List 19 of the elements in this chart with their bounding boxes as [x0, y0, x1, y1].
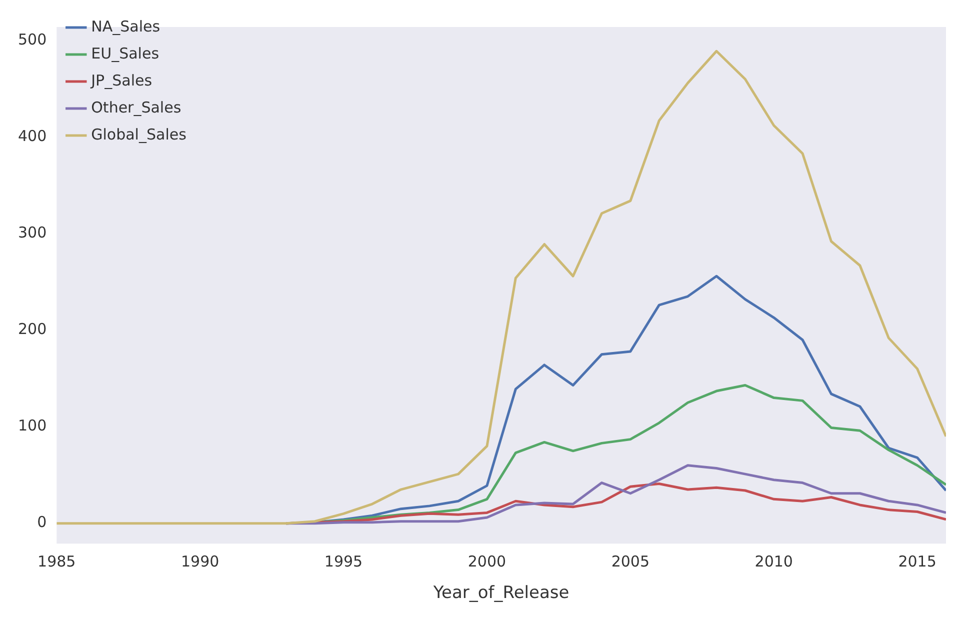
y-tick-label: 500 — [18, 30, 47, 48]
y-tick-label: 200 — [18, 320, 47, 338]
y-tick-label: 100 — [18, 416, 47, 435]
legend-label: Global_Sales — [91, 125, 187, 144]
y-tick-label: 400 — [18, 126, 47, 145]
x-tick-label: 2015 — [898, 552, 936, 570]
y-tick-label: 300 — [18, 224, 47, 242]
x-tick-label: 2000 — [468, 552, 506, 570]
legend-label: Other_Sales — [91, 98, 182, 116]
x-tick-label: 1985 — [38, 552, 76, 570]
x-axis-title: Year_of_Release — [432, 583, 570, 604]
legend-label: JP_Sales — [90, 71, 152, 90]
y-tick-label: 0 — [37, 513, 47, 532]
x-tick-label: 1995 — [324, 552, 363, 570]
x-tick-label: 1990 — [180, 552, 220, 570]
legend-label: NA_Sales — [91, 17, 160, 36]
legend-label: EU_Sales — [91, 44, 160, 62]
x-tick-label: 2010 — [754, 552, 793, 570]
x-tick-label: 2005 — [611, 552, 650, 570]
